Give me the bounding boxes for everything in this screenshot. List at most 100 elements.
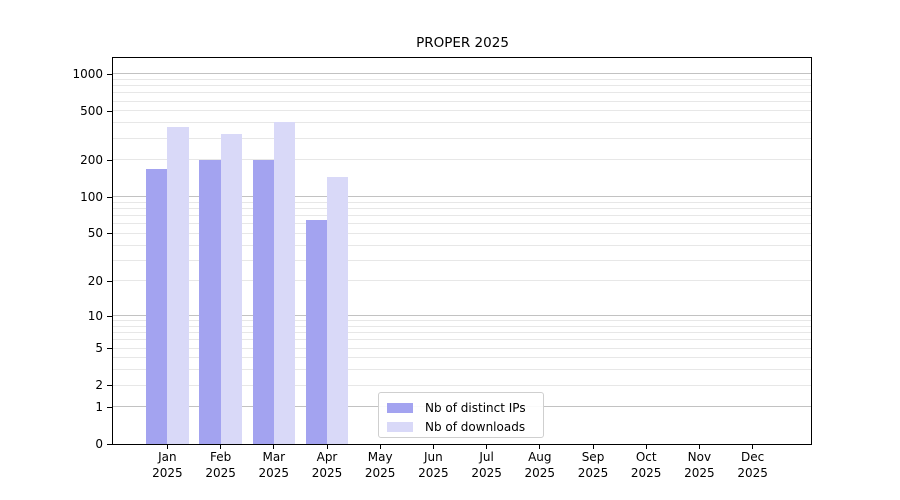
gridline-minor [113, 122, 812, 124]
x-tick-label-month: Jan [158, 450, 177, 464]
gridline-major [113, 196, 812, 198]
x-tick-label-year: 2025 [311, 465, 343, 480]
y-tick [107, 110, 112, 112]
y-tick [107, 280, 112, 282]
y-tick-label: 10 [87, 308, 103, 323]
y-tick [107, 348, 112, 349]
x-tick [326, 445, 328, 449]
x-tick-label: Jun 2025 [403, 450, 463, 481]
gridline-minor [113, 223, 812, 225]
y-tick-label: 20 [87, 273, 103, 288]
bar-downloads-mar-2025 [273, 121, 296, 444]
x-tick [432, 445, 434, 449]
x-tick-label-month: Aug [528, 450, 552, 464]
y-tick [107, 315, 112, 317]
y-tick-label: 200 [80, 152, 103, 167]
bar-distinct-ips-apr-2025 [305, 219, 327, 444]
x-tick-label-month: Sep [581, 450, 605, 464]
x-tick [592, 445, 594, 449]
x-tick-label: May 2025 [350, 450, 410, 481]
gridline-minor [113, 244, 812, 246]
y-tick-label: 1000 [72, 66, 103, 81]
x-tick-label: Feb 2025 [191, 450, 251, 481]
gridline-minor [113, 320, 812, 322]
y-tick [107, 196, 112, 198]
gridline-minor [113, 325, 812, 327]
x-tick-label-month: Apr [316, 450, 338, 464]
x-tick-label: Jan 2025 [137, 450, 197, 481]
bar-downloads-apr-2025 [327, 177, 349, 444]
legend-swatch-distinct-ips [387, 402, 413, 413]
y-tick-label: 500 [80, 103, 103, 118]
gridline-minor [113, 232, 812, 234]
y-tick [107, 73, 112, 75]
x-tick [379, 445, 381, 449]
y-tick-label: 50 [87, 226, 103, 241]
x-tick-label-year: 2025 [471, 465, 502, 480]
y-tick-label: 5 [95, 341, 103, 355]
x-tick-label-year: 2025 [152, 465, 183, 480]
gridline-minor [113, 79, 812, 80]
y-tick-label: 2 [95, 378, 103, 393]
gridline-minor [113, 159, 812, 161]
gridline-minor [113, 339, 812, 341]
gridline-minor [113, 100, 812, 102]
y-tick-label: 1 [95, 399, 103, 414]
x-tick [220, 445, 222, 449]
x-tick-label-year: 2025 [205, 465, 236, 480]
x-tick [752, 445, 754, 449]
x-tick [645, 445, 647, 449]
x-tick-label-year: 2025 [684, 465, 715, 480]
gridline-minor [113, 110, 812, 112]
legend-swatch-downloads [387, 421, 413, 432]
x-tick-label-year: 2025 [630, 465, 662, 480]
x-tick-label-year: 2025 [418, 465, 449, 480]
gridline-minor [113, 369, 812, 371]
gridline-minor [113, 201, 812, 203]
legend-label-downloads: Nb of downloads [425, 419, 526, 434]
gridline-minor [113, 357, 812, 359]
x-tick [273, 445, 275, 449]
x-tick-label-month: Feb [209, 450, 232, 464]
y-tick-label: 100 [80, 189, 103, 204]
x-tick-label-month: Jun [424, 450, 443, 464]
bar-distinct-ips-mar-2025 [252, 159, 274, 444]
gridline-major [113, 73, 812, 75]
x-tick-label-year: 2025 [737, 465, 768, 480]
legend-row-downloads: Nb of downloads [387, 417, 543, 436]
gridline-minor [113, 92, 812, 94]
x-tick-label: Sep 2025 [563, 450, 623, 481]
x-tick [486, 445, 488, 449]
x-tick-label: Apr 2025 [297, 450, 357, 481]
x-tick [166, 445, 168, 449]
bar-downloads-jan-2025 [167, 127, 189, 444]
y-tick [107, 406, 112, 408]
x-tick-label-month: Nov [687, 450, 712, 464]
gridline-minor [113, 347, 812, 349]
x-tick-label: Aug 2025 [510, 450, 570, 481]
gridline-minor [113, 85, 812, 87]
x-tick-label: Nov 2025 [669, 450, 729, 481]
x-tick-label: Oct 2025 [616, 450, 676, 481]
legend: Nb of distinct IPs Nb of downloads [378, 392, 544, 438]
gridline-minor [113, 137, 812, 139]
x-tick-label-year: 2025 [524, 465, 556, 480]
y-tick [107, 159, 112, 161]
gridline-minor [113, 259, 812, 261]
x-tick [539, 445, 541, 449]
y-tick [107, 444, 112, 445]
x-tick-label: Dec 2025 [723, 450, 783, 481]
gridline-minor [113, 280, 812, 282]
bar-downloads-feb-2025 [220, 133, 242, 444]
x-tick-label-year: 2025 [577, 465, 609, 480]
gridline-minor [113, 208, 812, 210]
y-tick-label: 0 [95, 437, 103, 451]
x-tick-label-month: Jul [479, 450, 494, 464]
gridline-major [113, 315, 812, 317]
x-tick-label-year: 2025 [258, 465, 290, 480]
y-tick [107, 385, 112, 387]
gridline-minor [113, 332, 812, 334]
y-tick [107, 233, 112, 235]
x-tick-label-month: May [367, 450, 393, 464]
bar-distinct-ips-feb-2025 [199, 159, 221, 444]
